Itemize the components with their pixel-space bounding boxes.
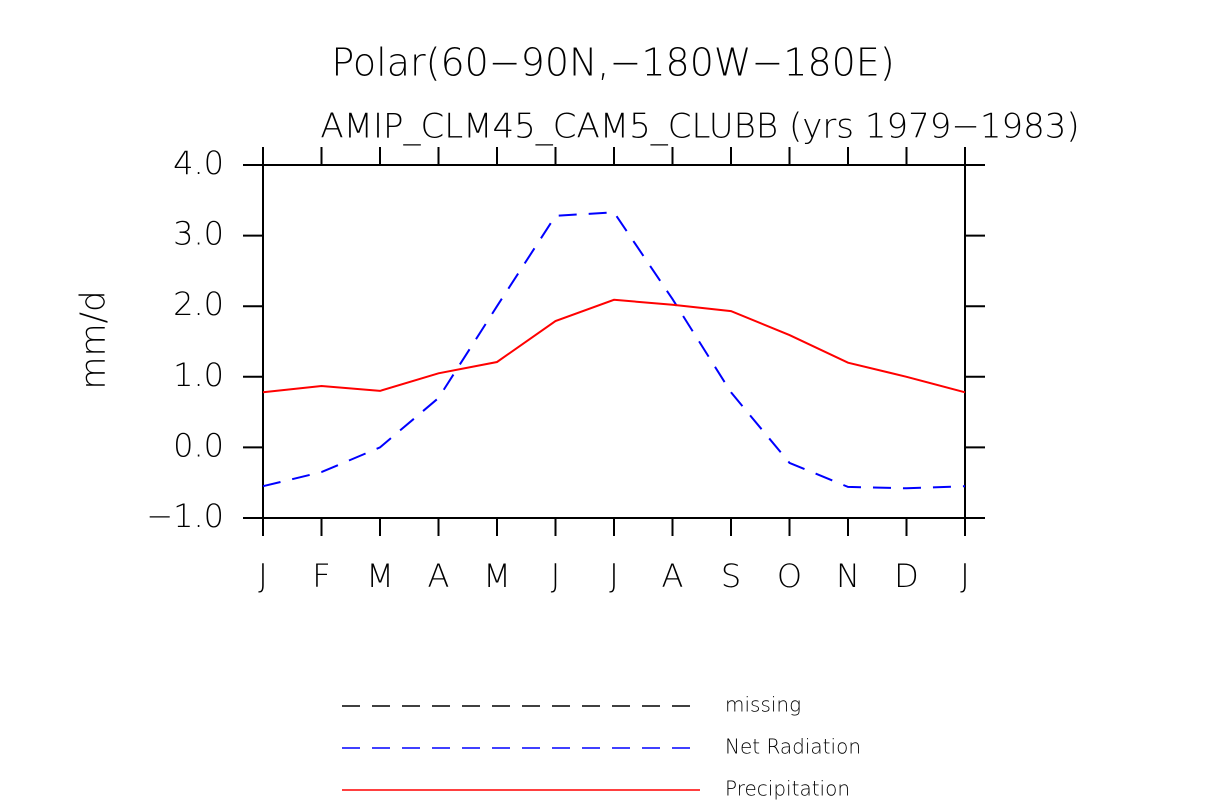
y-tick-label: 0.0 [173, 426, 224, 464]
x-tick-label: J [258, 557, 267, 595]
x-tick-label: M [366, 557, 394, 595]
chart-subtitle: AMIP_CLM45_CAM5_CLUBB (yrs 1979−1983) [320, 107, 1079, 147]
y-axis-label: mm/d [74, 290, 114, 389]
x-tick-label: N [836, 557, 860, 595]
x-tick-label: F [312, 557, 330, 595]
legend-label: missing [725, 693, 801, 717]
x-tick-label: J [609, 557, 618, 595]
y-tick-label: 4.0 [173, 144, 224, 182]
plot-frame [262, 164, 966, 519]
chart-title: Polar(60−90N,−180W−180E) [331, 41, 894, 85]
x-tick-label: A [428, 557, 450, 595]
legend-label: Precipitation [725, 777, 850, 801]
x-tick-label: O [777, 557, 802, 595]
legend-label: Net Radiation [725, 735, 861, 759]
x-tick-label: M [483, 557, 511, 595]
x-tick-label: J [960, 557, 969, 595]
series-line [262, 211, 966, 490]
x-tick-label: D [894, 557, 919, 595]
y-tick-label: −1.0 [146, 497, 224, 535]
y-tick-label: 1.0 [173, 356, 224, 394]
series-line [262, 298, 966, 394]
y-tick-label: 3.0 [173, 215, 224, 253]
y-tick-label: 2.0 [173, 285, 224, 323]
x-tick-label: S [721, 557, 741, 595]
x-tick-label: A [662, 557, 684, 595]
x-tick-label: J [551, 557, 560, 595]
